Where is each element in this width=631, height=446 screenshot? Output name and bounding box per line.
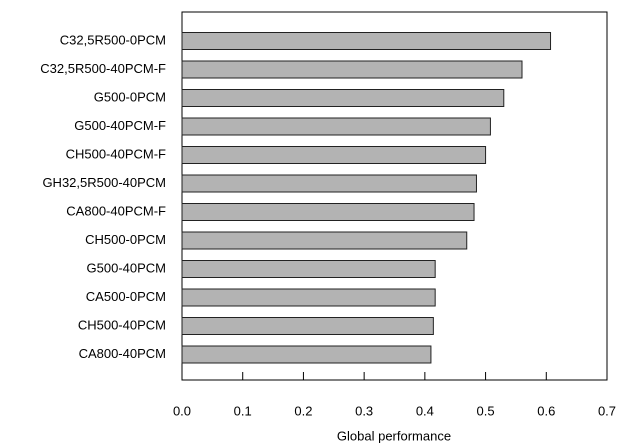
y-tick-label: CH500-0PCM: [85, 232, 166, 247]
bar: [181, 174, 477, 193]
x-tick-label: 0.6: [537, 403, 555, 418]
y-tick-label: CA800-40PCM-F: [66, 203, 166, 218]
bar: [181, 203, 475, 221]
bar: [181, 260, 436, 278]
bar: [181, 288, 436, 307]
y-tick-label: GH32,5R500-40PCM: [42, 175, 166, 190]
y-tick-label: G500-40PCM: [87, 260, 166, 275]
bar: [181, 146, 487, 164]
x-tick-label: 0.5: [477, 403, 495, 418]
bar: [181, 60, 523, 79]
bar: [181, 345, 432, 364]
x-tick-label: 0.0: [173, 403, 191, 418]
y-tick-label: G500-0PCM: [94, 89, 166, 104]
bar: [181, 317, 434, 335]
y-tick-label: CA800-40PCM: [79, 346, 166, 361]
x-tick-label: 0.7: [598, 403, 616, 418]
x-tick-label: 0.2: [294, 403, 312, 418]
y-tick-label: CH500-40PCM-F: [66, 146, 166, 161]
x-tick-label: 0.3: [355, 403, 373, 418]
x-tick-label: 0.4: [416, 403, 434, 418]
bar: [181, 32, 552, 50]
y-tick-label: C32,5R500-40PCM-F: [40, 61, 166, 76]
y-tick-label: CH500-40PCM: [78, 317, 166, 332]
bar: [181, 231, 468, 250]
x-tick-label: 0.1: [234, 403, 252, 418]
y-tick-label: G500-40PCM-F: [74, 118, 166, 133]
y-tick-label: CA500-0PCM: [86, 289, 166, 304]
plot-frame: [181, 11, 608, 381]
bar: [181, 89, 505, 107]
y-tick-label: C32,5R500-0PCM: [60, 32, 166, 47]
x-axis-label: Global performance: [337, 428, 451, 443]
bar: [181, 117, 491, 136]
